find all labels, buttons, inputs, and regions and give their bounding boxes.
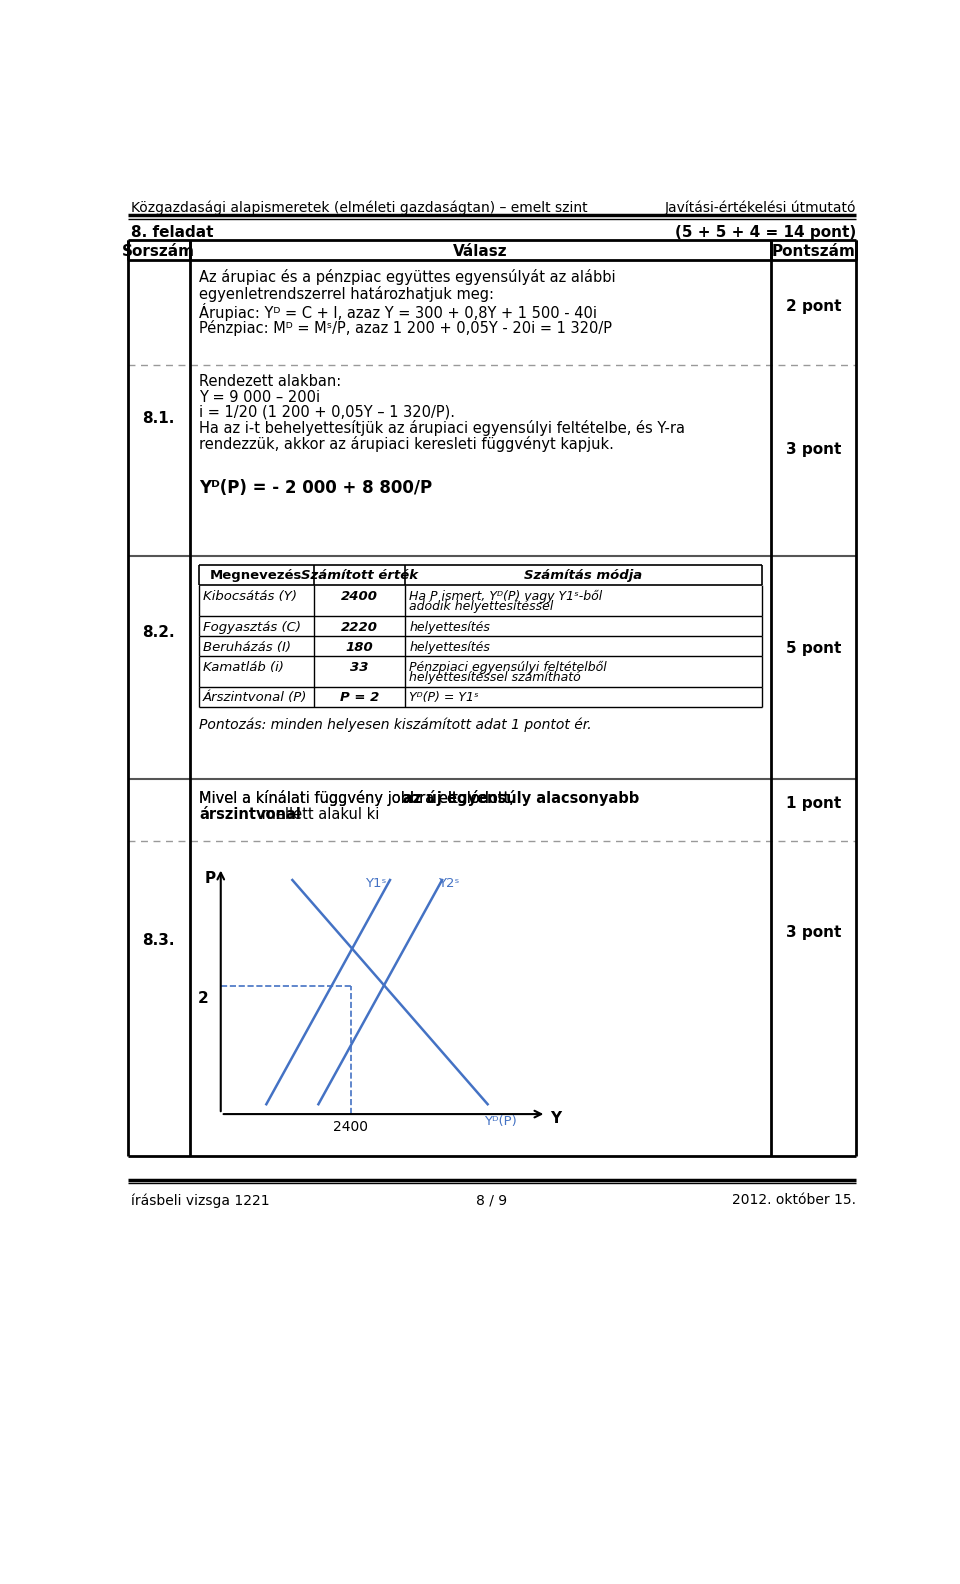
Text: 5 pont: 5 pont (786, 640, 841, 656)
Text: Mivel a kínálati függvény jobbra eltolódott,: Mivel a kínálati függvény jobbra eltolód… (199, 790, 518, 806)
Text: Y: Y (550, 1112, 562, 1126)
Text: Pénzpiac: Mᴰ = Mˢ/P, azaz 1 200 + 0,05Y - 20i = 1 320/P: Pénzpiac: Mᴰ = Mˢ/P, azaz 1 200 + 0,05Y … (199, 320, 612, 336)
Text: Yᴰ(P) = - 2 000 + 8 800/P: Yᴰ(P) = - 2 000 + 8 800/P (199, 478, 432, 497)
Text: adódik helyettesítéssel: adódik helyettesítéssel (409, 600, 554, 613)
Text: Árszintvonal (P): Árszintvonal (P) (203, 691, 307, 705)
Text: 2400: 2400 (333, 1120, 369, 1134)
Text: P: P (204, 871, 215, 885)
Text: Yᴰ(P): Yᴰ(P) (484, 1115, 516, 1128)
Text: 3 pont: 3 pont (786, 442, 841, 456)
Text: 8.1.: 8.1. (143, 412, 175, 426)
Text: 33: 33 (350, 661, 369, 673)
Text: Mivel a kínálati függvény jobbra eltolódott,: Mivel a kínálati függvény jobbra eltolód… (199, 790, 518, 806)
Text: 3 pont: 3 pont (786, 925, 841, 941)
Text: árszintvonal: árszintvonal (199, 806, 300, 822)
Text: Pénzpiaci egyensúlyi feltételből: Pénzpiaci egyensúlyi feltételből (409, 661, 607, 673)
Text: Megnevezés: Megnevezés (210, 569, 302, 581)
Text: helyettesítés: helyettesítés (409, 621, 490, 634)
Text: Fogyasztás (C): Fogyasztás (C) (203, 621, 300, 634)
Text: Árupiac: Yᴰ = C + I, azaz Y = 300 + 0,8Y + 1 500 - 40i: Árupiac: Yᴰ = C + I, azaz Y = 300 + 0,8Y… (199, 303, 597, 322)
Text: 2012. október 15.: 2012. október 15. (732, 1193, 856, 1207)
Text: Pontszám: Pontszám (772, 244, 855, 258)
Text: Ha az i-t behelyettesítjük az árupiaci egyensúlyi feltételbe, és Y-ra: Ha az i-t behelyettesítjük az árupiaci e… (199, 420, 685, 436)
Text: Számított érték: Számított érték (300, 569, 418, 581)
Text: Sorszám: Sorszám (122, 244, 195, 258)
Text: 2 pont: 2 pont (786, 299, 841, 314)
Text: Kamatláb (i): Kamatláb (i) (203, 661, 284, 673)
Text: 8 / 9: 8 / 9 (476, 1193, 508, 1207)
Text: Ha P ismert, Yᴰ(P) vagy Y1ˢ-ből: Ha P ismert, Yᴰ(P) vagy Y1ˢ-ből (409, 589, 602, 604)
Text: P = 2: P = 2 (340, 691, 379, 705)
Text: Y1ˢ: Y1ˢ (366, 878, 387, 890)
Text: i = 1/20 (1 200 + 0,05Y – 1 320/P).: i = 1/20 (1 200 + 0,05Y – 1 320/P). (199, 406, 455, 420)
Text: helyettesítés: helyettesítés (409, 640, 490, 654)
Text: Javítási-értékelési útmutató: Javítási-értékelési útmutató (664, 201, 856, 215)
Text: 8.2.: 8.2. (142, 626, 175, 640)
Text: Pontozás: minden helyesen kiszámított adat 1 pontot ér.: Pontozás: minden helyesen kiszámított ad… (199, 718, 591, 732)
Text: Kibocsátás (Y): Kibocsátás (Y) (203, 589, 297, 602)
Text: az új egyensúly alacsonyabb: az új egyensúly alacsonyabb (403, 790, 639, 806)
Text: (5 + 5 + 4 = 14 pont): (5 + 5 + 4 = 14 pont) (675, 225, 856, 241)
Text: 2220: 2220 (341, 621, 378, 634)
Text: Beruházás (I): Beruházás (I) (203, 640, 291, 654)
Text: Y = 9 000 – 200i: Y = 9 000 – 200i (199, 390, 321, 404)
Text: rendezzük, akkor az árupiaci keresleti függvényt kapjuk.: rendezzük, akkor az árupiaci keresleti f… (199, 436, 614, 451)
Text: 8. feladat: 8. feladat (131, 225, 213, 241)
Text: Rendezett alakban:: Rendezett alakban: (199, 374, 342, 390)
Text: Közgazdasági alapismeretek (elméleti gazdaságtan) – emelt szint: Közgazdasági alapismeretek (elméleti gaz… (131, 201, 588, 215)
Text: 2400: 2400 (341, 589, 378, 602)
Text: Yᴰ(P) = Y1ˢ: Yᴰ(P) = Y1ˢ (409, 691, 479, 705)
Text: mellett alakul ki: mellett alakul ki (256, 806, 379, 822)
Text: 180: 180 (346, 640, 373, 654)
Text: 2: 2 (198, 990, 208, 1006)
Text: írásbeli vizsga 1221: írásbeli vizsga 1221 (131, 1193, 270, 1209)
Text: Számítás módja: Számítás módja (524, 569, 642, 581)
Text: egyenletrendszerrel határozhatjuk meg:: egyenletrendszerrel határozhatjuk meg: (199, 287, 494, 303)
Text: helyettesítéssel számítható: helyettesítéssel számítható (409, 672, 581, 684)
Text: Válasz: Válasz (453, 244, 508, 258)
Text: Y2ˢ: Y2ˢ (438, 878, 460, 890)
Text: 8.3.: 8.3. (142, 933, 175, 949)
Text: Az árupiac és a pénzpiac együttes egyensúlyát az alábbi: Az árupiac és a pénzpiac együttes egyens… (199, 269, 615, 285)
Text: 1 pont: 1 pont (786, 797, 841, 811)
